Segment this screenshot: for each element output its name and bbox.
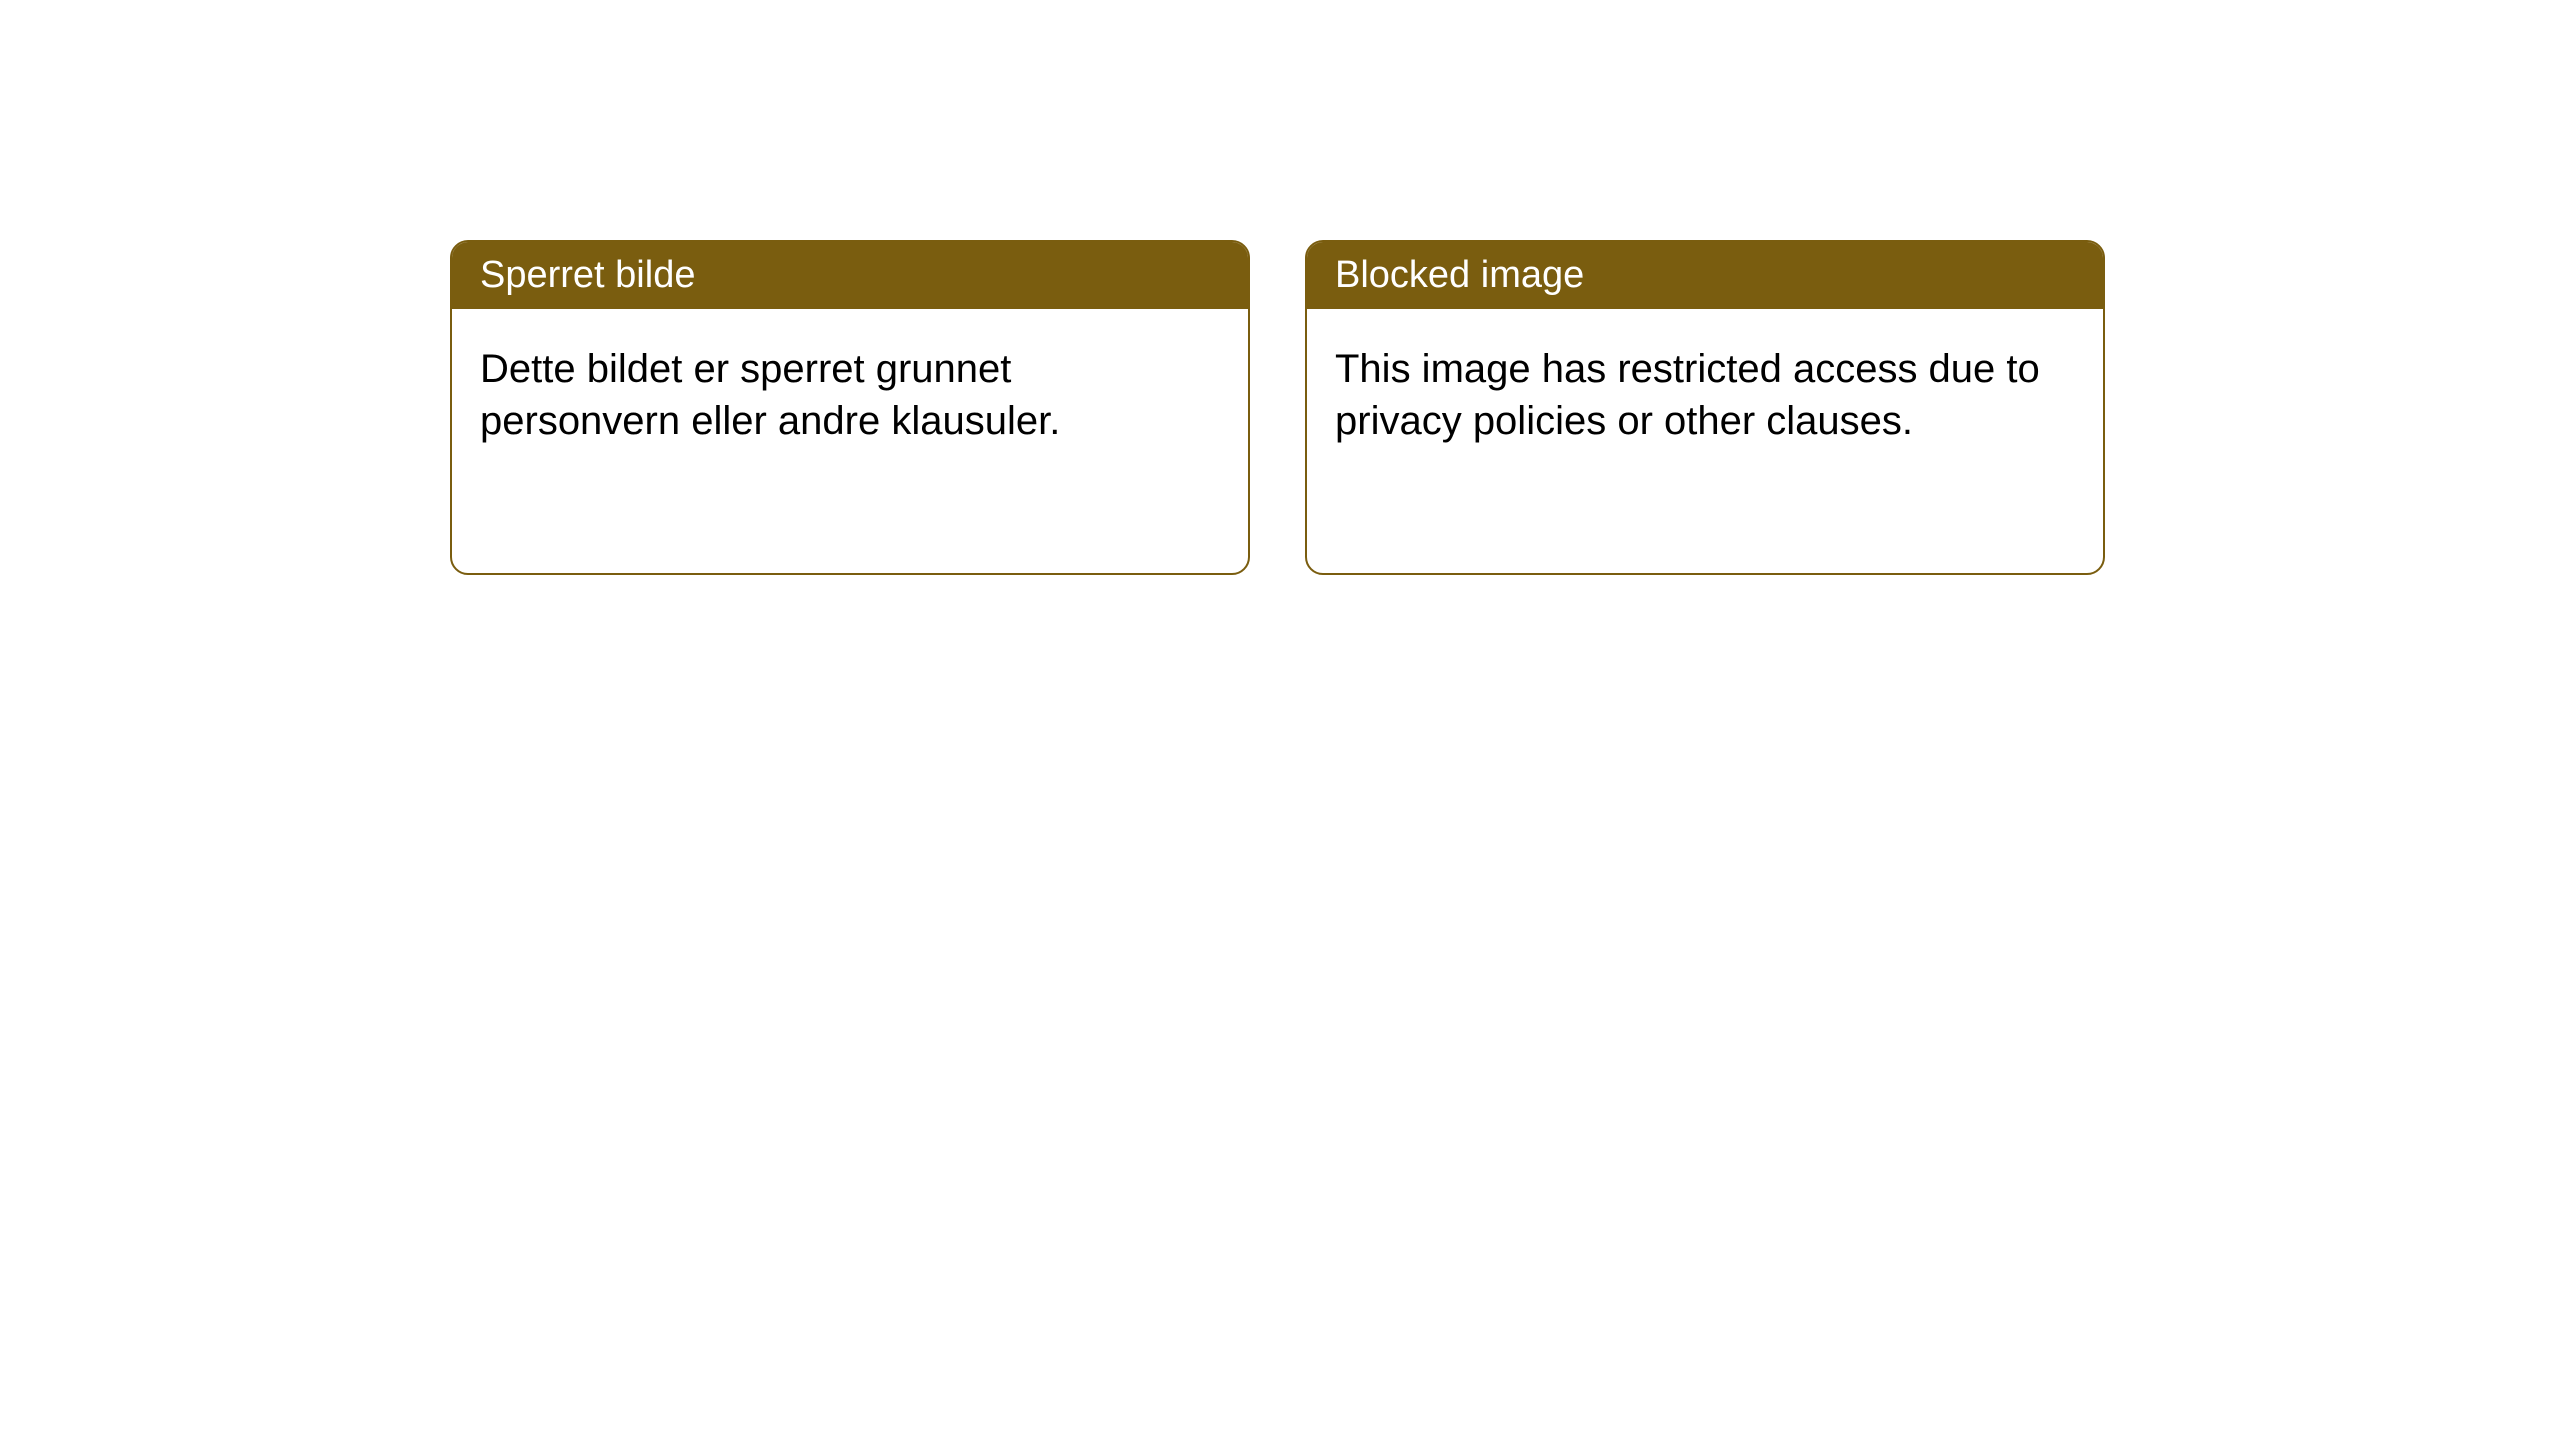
card-body: This image has restricted access due to … — [1307, 309, 2103, 481]
card-body-text: This image has restricted access due to … — [1335, 347, 2040, 443]
notice-card-english: Blocked image This image has restricted … — [1305, 240, 2105, 575]
card-title: Blocked image — [1335, 254, 1584, 296]
notice-container: Sperret bilde Dette bildet er sperret gr… — [450, 240, 2105, 575]
card-header: Blocked image — [1307, 242, 2103, 309]
card-body-text: Dette bildet er sperret grunnet personve… — [480, 347, 1060, 443]
notice-card-norwegian: Sperret bilde Dette bildet er sperret gr… — [450, 240, 1250, 575]
card-body: Dette bildet er sperret grunnet personve… — [452, 309, 1248, 481]
card-title: Sperret bilde — [480, 254, 695, 296]
card-header: Sperret bilde — [452, 242, 1248, 309]
